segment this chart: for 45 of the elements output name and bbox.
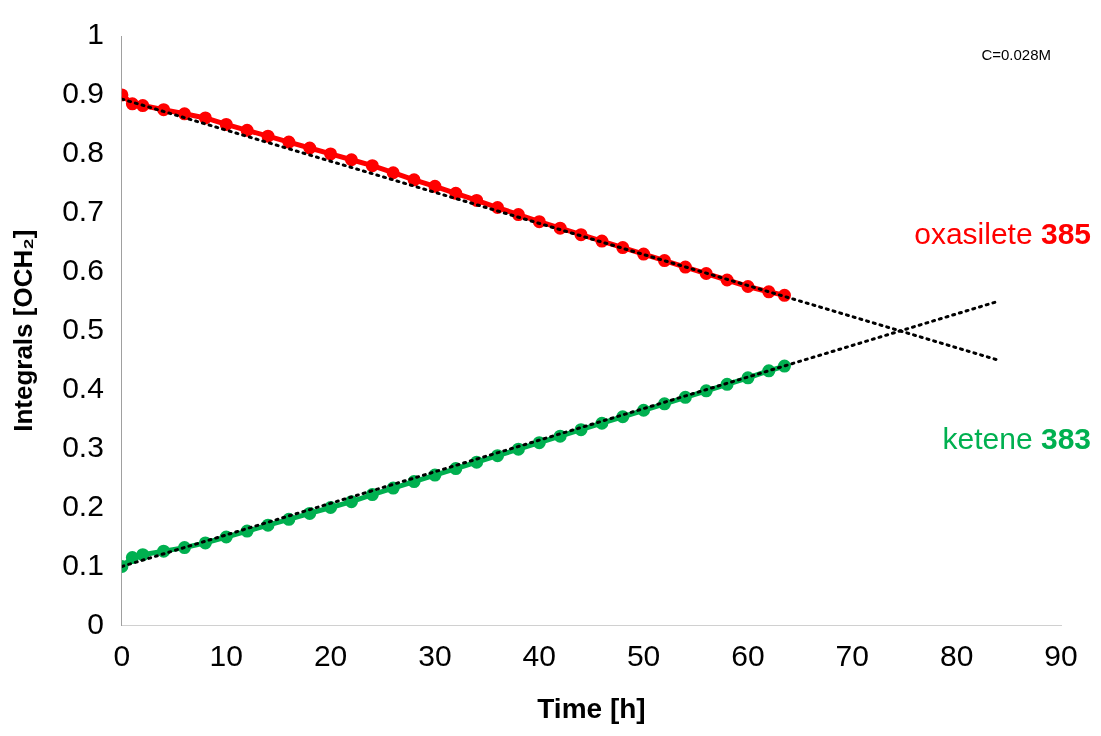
y-tick-label: 0.7 (62, 194, 104, 228)
point (407, 173, 421, 187)
point (198, 111, 212, 125)
y-tick-label: 0 (87, 606, 104, 640)
y-tick-label: 1 (87, 17, 104, 51)
text: ketene 383 (942, 422, 1092, 456)
x-tick-label: 10 (209, 638, 243, 672)
x-tick-label: 50 (626, 638, 661, 672)
y-tick-label: 0.1 (62, 547, 104, 581)
point (344, 495, 358, 509)
x-tick-label: 20 (313, 638, 348, 672)
y-tick-label: 0.9 (62, 76, 104, 110)
x-tick-label: 0 (113, 638, 131, 672)
point (470, 193, 484, 207)
point (240, 123, 254, 137)
annotation: C=0.028M (981, 45, 1051, 63)
y-tick-label: 0.5 (62, 311, 104, 345)
point (303, 141, 317, 155)
x-tick-label: 40 (522, 638, 556, 672)
point (365, 159, 379, 173)
point (125, 551, 139, 565)
y-tick-label: 0.8 (62, 135, 104, 169)
x-axis-title: Time [h] (537, 692, 646, 724)
y-axis-title: Integrals [OCH₂] (7, 229, 38, 432)
point (344, 153, 358, 167)
point (324, 147, 338, 161)
y-tick-label: 0.4 (62, 370, 104, 404)
y-tick-label: 0.3 (62, 429, 104, 463)
point (428, 179, 442, 193)
x-tick-label: 90 (1044, 638, 1078, 672)
point (324, 501, 338, 515)
x-tick-label: 80 (939, 638, 974, 672)
x-tick-label: 60 (731, 638, 765, 672)
point (282, 135, 296, 149)
x-tick-label: 70 (835, 638, 869, 672)
x-tick-label: 30 (418, 638, 452, 672)
point (136, 548, 150, 562)
point (449, 186, 463, 200)
y-tick-label: 0.2 (62, 488, 104, 522)
point (386, 166, 400, 180)
point (261, 129, 275, 143)
point (407, 475, 421, 489)
point (219, 117, 233, 131)
y-tick-label: 0.6 (62, 253, 104, 287)
text: oxasilete 385 (914, 216, 1092, 250)
